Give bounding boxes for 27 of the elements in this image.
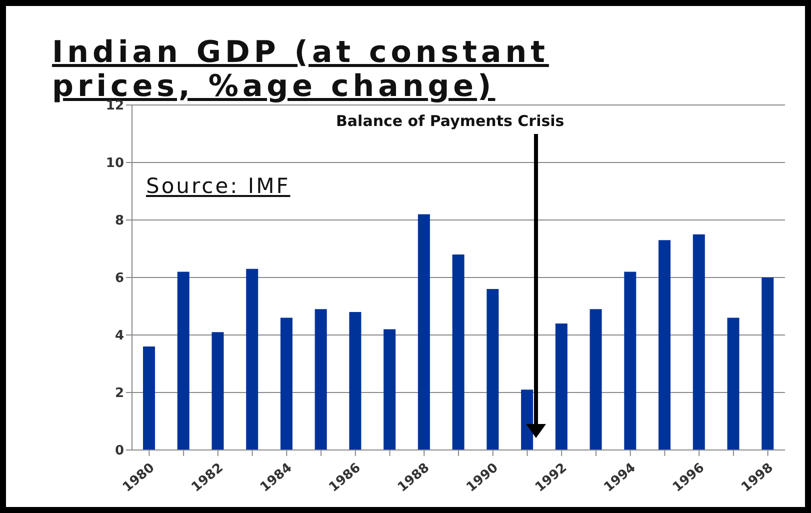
bar [762,278,774,450]
bar [384,329,396,450]
bar [521,390,534,450]
bar [452,254,464,450]
bar [555,324,568,450]
y-tick-label: 4 [114,328,124,344]
bar [314,309,327,450]
bar [590,309,602,450]
bar [280,318,292,450]
bar [486,289,499,450]
y-tick-label: 6 [114,271,124,286]
annotation: Balance of Payments Crisis [336,112,564,130]
y-tick-label: 8 [114,214,124,229]
bar [624,272,636,450]
bar [212,332,224,450]
bar [658,240,671,450]
y-tick-label: 0 [114,444,124,459]
bar [246,268,258,450]
bar [349,312,362,450]
bar [143,346,155,450]
bar [177,272,190,450]
bar [692,234,705,450]
bar [727,318,740,450]
y-tick-label: 2 [114,386,124,402]
y-tick-label: 10 [106,156,124,172]
annotation: Source: IMF [146,174,290,198]
bar [418,214,430,450]
